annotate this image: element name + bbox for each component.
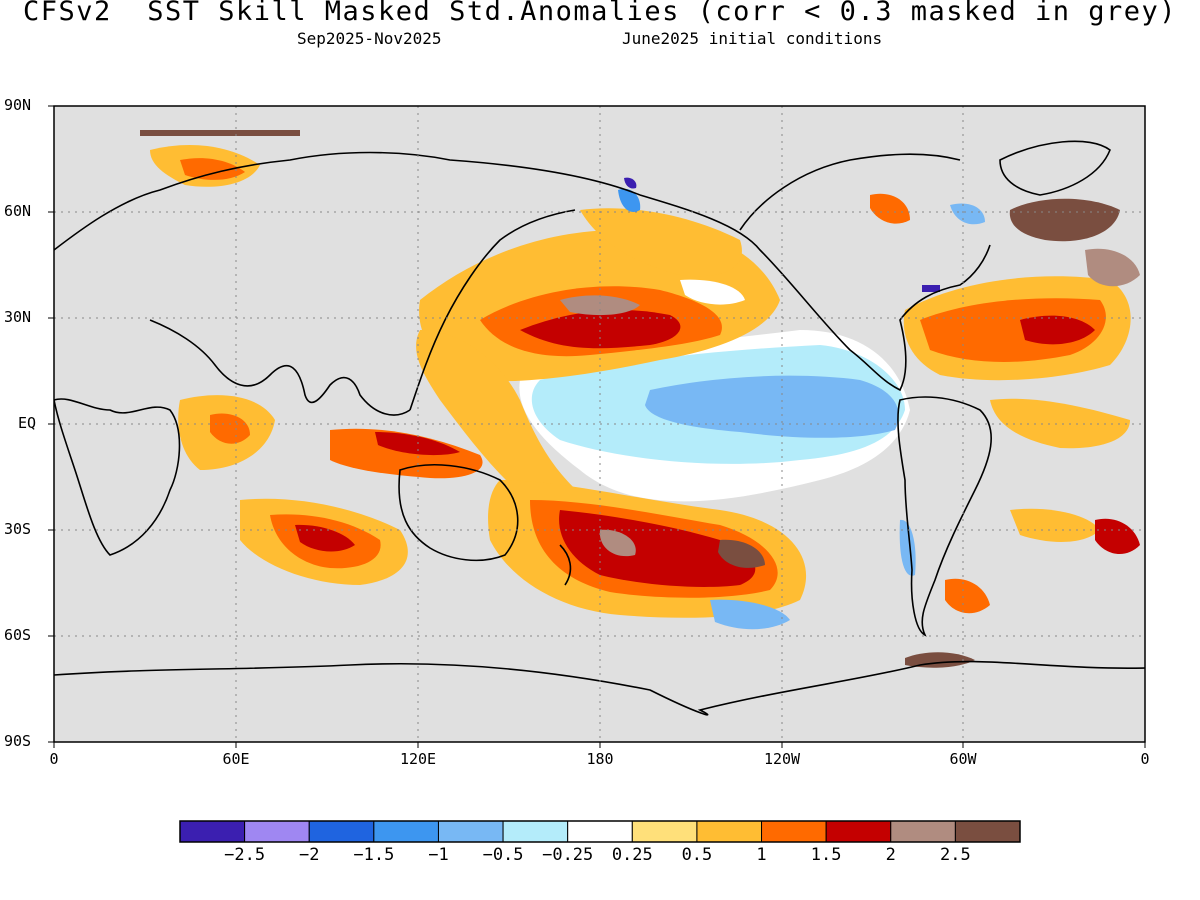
anomaly-patch-natl-brown xyxy=(1009,198,1120,242)
anomaly-patch-wpac-orange xyxy=(416,330,600,525)
anomaly-patch-arctic-brown xyxy=(140,130,300,136)
anomaly-patch-trop-atl-orange xyxy=(990,398,1130,449)
anomaly-patch-natl-darkred xyxy=(1020,315,1095,345)
anomaly-patch-southern-ocean-cool xyxy=(710,599,790,630)
lon-label-180: 180 xyxy=(586,750,614,768)
legend-label-8: 1 xyxy=(756,845,767,865)
anomaly-patch-pacific-cool xyxy=(645,375,899,438)
anomaly-patch-alaska-orange xyxy=(580,208,742,277)
legend-label-4: −0.5 xyxy=(482,845,524,865)
anomaly-patch-npac-brown xyxy=(560,295,640,316)
anomaly-patch-spac-brown-2 xyxy=(599,529,636,557)
axis-ticks xyxy=(48,105,1146,748)
anomaly-patch-hudson-red xyxy=(180,158,245,180)
lon-label-60e: 60E xyxy=(222,750,250,768)
legend-label-7: 0.5 xyxy=(681,845,713,865)
lon-label-0-east: 0 xyxy=(1140,750,1150,768)
lat-label-90n: 90N xyxy=(4,96,32,114)
lat-label-30s: 30S xyxy=(4,520,32,538)
anomaly-patch-npac-darkred xyxy=(520,310,681,349)
lon-label-120e: 120E xyxy=(399,750,437,768)
anomaly-patch-io-red xyxy=(210,413,250,444)
anomaly-patch-natl-brown-2 xyxy=(1085,248,1140,287)
lat-label-90s: 90S xyxy=(4,732,32,750)
anomaly-patch-sio-darkred xyxy=(295,524,355,552)
lon-label-0: 0 xyxy=(49,750,59,768)
anomaly-patch-spac-darkred xyxy=(559,510,756,587)
initial-conditions: June2025 initial conditions xyxy=(622,29,883,48)
anomaly-patch-natl-cool xyxy=(950,203,985,225)
lon-label-120w: 120W xyxy=(763,750,801,768)
legend-label-11: 2.5 xyxy=(940,845,971,865)
anomaly-patch-npac-white xyxy=(680,279,745,305)
legend-label-2: −1.5 xyxy=(353,845,395,865)
lat-label-30n: 30N xyxy=(4,308,32,326)
map-grid xyxy=(54,106,1145,742)
coastlines xyxy=(54,140,1145,716)
legend-label-6: 0.25 xyxy=(611,845,653,865)
anomaly-patch-spac-brown xyxy=(718,539,765,568)
anomaly-patch-labrador-red xyxy=(870,193,910,224)
forecast-period: Sep2025-Nov2025 xyxy=(297,29,442,48)
legend-label-3: −1 xyxy=(428,845,449,865)
anomaly-patch-satl-orange xyxy=(1010,508,1100,542)
legend-label-9: 1.5 xyxy=(810,845,842,865)
legend-label-1: −2 xyxy=(298,845,320,865)
legend-label-5: −0.25 xyxy=(542,845,594,865)
lon-label-60w: 60W xyxy=(949,750,977,768)
map-title: CFSv2 SST Skill Masked Std.Anomalies (co… xyxy=(22,0,1178,27)
anomaly-patch-bering-cool xyxy=(618,188,641,212)
lat-label-60n: 60N xyxy=(4,202,32,220)
anomaly-patch-gulf-cool xyxy=(922,285,940,292)
lat-label-60s: 60S xyxy=(4,626,32,644)
legend-label-0: −2.5 xyxy=(224,845,266,865)
legend-label-10: 2 xyxy=(885,845,896,865)
anomaly-patch-natl-red xyxy=(920,298,1106,362)
anomaly-patch-bering-darkblue xyxy=(624,177,637,189)
anomaly-patch-satl-red xyxy=(945,578,990,614)
anomaly-patch-satl-darkred xyxy=(1095,518,1140,555)
lat-label-eq: EQ xyxy=(18,414,37,432)
